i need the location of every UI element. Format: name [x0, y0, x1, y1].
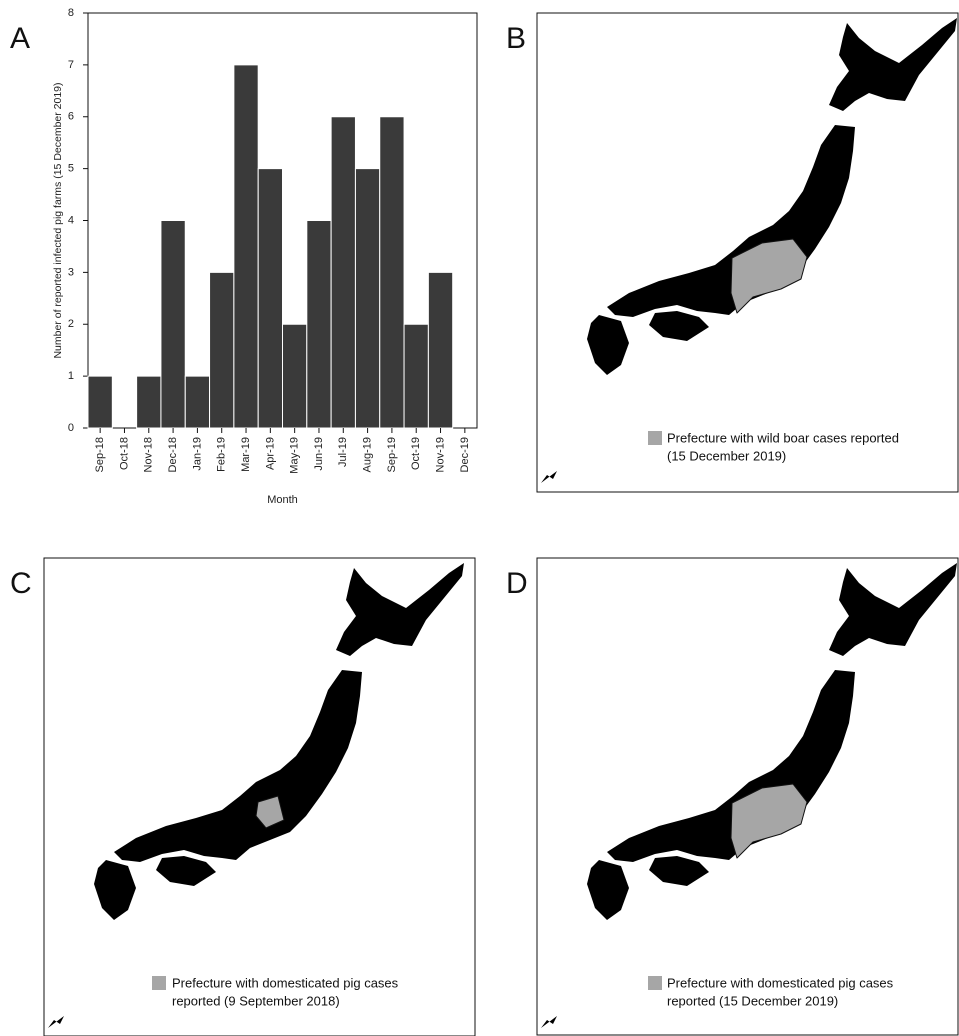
bar	[137, 376, 161, 428]
y-tick-label: 3	[68, 266, 74, 278]
legend-text: Prefecture with wild boar cases reported	[667, 430, 899, 445]
y-tick-label: 0	[68, 422, 74, 434]
x-tick-label: Dec-19	[459, 437, 471, 472]
bar	[210, 272, 234, 428]
y-tick-label: 6	[68, 111, 74, 123]
x-tick-label: Jan-19	[191, 437, 203, 471]
x-tick-label: Dec-18	[167, 437, 179, 472]
legend-swatch	[648, 431, 662, 445]
legend-text: Prefecture with domesticated pig cases	[172, 975, 399, 990]
chart-a: 0 1 2 3 4 5 6 7 8 Sep-18 Oct-18 Nov-18 Dec-18 Jan-19 F…	[52, 7, 477, 506]
x-tick-label: Jul-19	[337, 437, 349, 467]
x-tick-label: Feb-19	[216, 437, 228, 472]
x-tick-label: Aug-19	[362, 437, 374, 472]
y-tick-label: 2	[68, 318, 74, 330]
bar	[283, 324, 307, 428]
y-tick-label: 4	[68, 214, 74, 226]
bar	[307, 221, 331, 429]
legend-swatch	[152, 976, 166, 990]
panel-label: A	[10, 22, 30, 55]
x-tick-label: Oct-19	[410, 437, 422, 470]
x-tick-label: Sep-18	[94, 437, 106, 472]
bar	[428, 272, 452, 428]
x-tick-label: Nov-18	[143, 437, 155, 472]
legend-text: reported (15 December 2019)	[667, 993, 838, 1008]
x-tick-label: Nov-19	[434, 437, 446, 472]
y-axis-label: Number of reported infected pig farms (1…	[52, 82, 64, 358]
bar	[404, 324, 428, 428]
x-tick-label: Oct-18	[118, 437, 130, 470]
bar	[185, 376, 209, 428]
legend-swatch	[648, 976, 662, 990]
bar	[88, 376, 112, 428]
y-tick-label: 7	[68, 59, 74, 71]
x-tick-label: Sep-19	[386, 437, 398, 472]
map-d: Prefecture with domesticated pig cases r…	[537, 558, 958, 1035]
y-tick-label: 1	[68, 370, 74, 382]
panel-label: D	[506, 567, 528, 600]
panel-label: B	[506, 22, 526, 55]
x-tick-label: Mar-19	[240, 437, 252, 472]
x-axis-label: Month	[267, 494, 298, 506]
bar	[258, 169, 282, 428]
bar	[161, 221, 185, 429]
bar	[355, 169, 379, 428]
panel-label: C	[10, 567, 32, 600]
map-b: Prefecture with wild boar cases reported…	[537, 13, 958, 492]
legend-text: reported (9 September 2018)	[172, 993, 340, 1008]
map-c: Prefecture with domesticated pig cases r…	[44, 558, 475, 1036]
x-tick-label: May-19	[289, 437, 301, 474]
y-tick-label: 5	[68, 163, 74, 175]
y-tick-label: 8	[68, 7, 74, 19]
x-tick-label: Jun-19	[313, 437, 325, 471]
bar	[234, 65, 258, 428]
legend-text: (15 December 2019)	[667, 448, 786, 463]
x-tick-label: Apr-19	[264, 437, 276, 470]
figure: 0 1 2 3 4 5 6 7 8 Sep-18 Oct-18 Nov-18 Dec-18 Jan-19 F…	[0, 0, 959, 1036]
bar	[380, 117, 404, 428]
legend-text: Prefecture with domesticated pig cases	[667, 975, 894, 990]
bar	[331, 117, 355, 428]
